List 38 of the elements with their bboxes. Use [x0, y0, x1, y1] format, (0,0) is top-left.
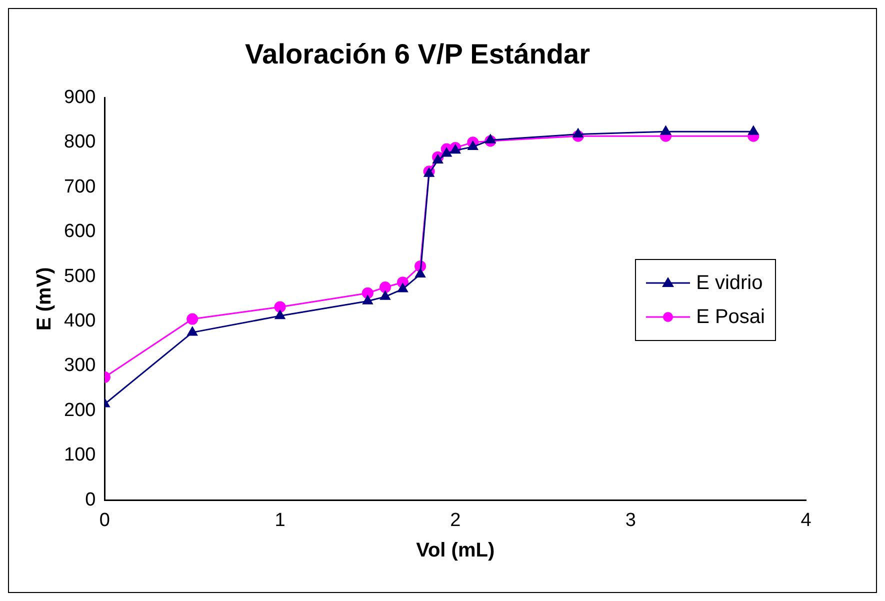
- y-tick-label: 700: [64, 176, 96, 198]
- y-tick-label: 200: [64, 400, 96, 421]
- y-tick-label: 500: [64, 266, 96, 287]
- x-tick-label: 1: [274, 510, 286, 531]
- legend-label: E vidrio: [696, 272, 763, 294]
- point: [450, 144, 460, 154]
- y-tick-label: 100: [64, 444, 96, 466]
- point: [274, 301, 286, 313]
- y-tick-label: 600: [64, 221, 96, 242]
- x-tick-label: 2: [450, 510, 461, 531]
- point: [468, 141, 478, 150]
- point: [415, 268, 426, 278]
- point: [485, 134, 496, 144]
- x-axis-title: Vol (mL): [416, 540, 495, 562]
- y-axis-title: E (mV): [34, 267, 56, 331]
- y-tick-label: 900: [64, 86, 96, 108]
- y-tick-label: 800: [64, 132, 96, 153]
- point: [748, 126, 758, 135]
- point: [379, 282, 391, 294]
- point: [362, 295, 373, 304]
- point: [187, 326, 198, 336]
- y-tick-label: 400: [64, 310, 96, 332]
- point: [572, 128, 584, 138]
- legend-label: E Posai: [696, 306, 765, 328]
- point: [660, 126, 671, 135]
- point: [380, 290, 390, 300]
- point: [442, 148, 452, 157]
- point: [362, 287, 374, 299]
- x-tick-label: 0: [99, 510, 110, 531]
- point: [186, 313, 198, 325]
- y-tick-label: 0: [85, 489, 96, 510]
- x-tick-label: 4: [800, 510, 812, 531]
- point: [432, 154, 443, 164]
- y-tick-label: 300: [64, 355, 96, 376]
- chart-title: Valoración 6 V/P Estándar: [245, 38, 590, 70]
- point: [398, 283, 408, 292]
- point: [274, 310, 286, 320]
- x-tick-label: 3: [625, 510, 636, 531]
